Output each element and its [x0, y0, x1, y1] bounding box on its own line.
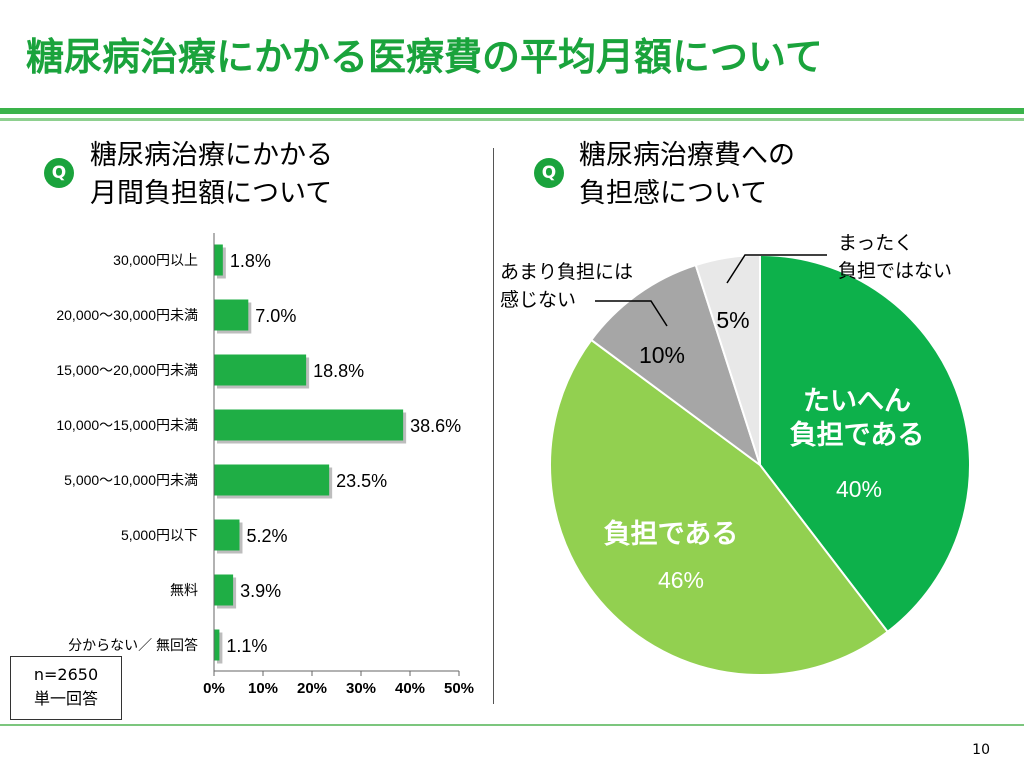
bar [214, 409, 404, 441]
category-label: 分からない／ 無回答 [68, 637, 198, 653]
x-tick-label: 20% [297, 680, 327, 697]
sample-size: n=2650 [33, 665, 99, 684]
x-tick-label: 40% [395, 680, 425, 697]
x-tick-label: 10% [248, 680, 278, 697]
pie-slice-burdensome [549, 338, 890, 676]
category-label: 5,000〜10,000円未満 [64, 472, 198, 488]
left-q-badge: Q [44, 158, 74, 188]
pie-label-burdensome: 負担である [604, 519, 739, 549]
bar [214, 354, 307, 386]
callout-leader-line [726, 254, 827, 284]
x-tick-label: 0% [203, 680, 225, 697]
bar [214, 299, 249, 331]
sample-size-box: n=2650 単一回答 [10, 656, 122, 720]
pie-value-not-very-burdensome: 10% [639, 342, 685, 368]
bar-value-label: 18.8% [313, 361, 364, 381]
x-tick-label: 50% [444, 680, 474, 697]
bar-value-label: 1.8% [230, 251, 271, 271]
category-label: 20,000〜30,000円未満 [56, 307, 198, 323]
pie-slice-very-burdensome [759, 253, 971, 634]
bar-value-label: 1.1% [226, 636, 267, 656]
page-number: 10 [972, 742, 990, 758]
answer-type: 単一回答 [33, 689, 98, 708]
bar [214, 574, 234, 606]
burden-pie-chart: たいへん負担である 40% 負担である 46% 10% 5% あまり負担には感じない まったく… [500, 233, 971, 676]
bar-value-label: 5.2% [246, 526, 287, 546]
category-label: 無料 [170, 582, 198, 598]
pie-value-burdensome: 46% [658, 567, 704, 593]
pie-value-very-burdensome: 40% [836, 476, 882, 502]
category-label: 15,000〜20,000円未満 [56, 362, 198, 378]
x-tick-label: 30% [346, 680, 376, 697]
pie-value-not-burdensome-at-all: 5% [716, 307, 749, 333]
panel-divider [493, 148, 494, 704]
right-q-badge: Q [534, 158, 564, 188]
pie-callout-not-very-burdensome: あまり負担には感じない [500, 261, 633, 311]
pie-callout-not-burdensome-at-all: まったく負担ではない [838, 233, 952, 282]
footer-rule [0, 724, 1024, 726]
bar-shadow [217, 632, 223, 664]
bar [214, 519, 240, 551]
bar-value-label: 23.5% [336, 471, 387, 491]
category-label: 5,000円以下 [121, 527, 198, 543]
slide-title: 糖尿病治療にかかる医療費の平均月額について [26, 35, 823, 79]
callout-leader-line [595, 300, 668, 327]
category-label: 10,000〜15,000円未満 [56, 417, 198, 433]
category-label: 30,000円以上 [113, 252, 198, 268]
bar [214, 629, 220, 661]
bar [214, 464, 330, 496]
bar-value-label: 7.0% [255, 306, 296, 326]
pie-label-very-burdensome: たいへん負担である [790, 386, 925, 450]
title-underline-thin [0, 118, 1024, 121]
bar-value-label: 3.9% [240, 581, 281, 601]
pie-slice-not-very-burdensome [589, 263, 762, 468]
monthly-cost-bar-chart: 30,000円以上 1.8% 20,000〜30,000円未満 7.0% 15,000〜… [56, 233, 474, 697]
title-underline-thick [0, 108, 1024, 114]
bar [214, 244, 223, 276]
bar-value-label: 38.6% [410, 416, 461, 436]
left-question-text: 糖尿病治療にかかる 月間負担額について [90, 140, 333, 209]
right-question-text: 糖尿病治療費への 負担感について [579, 140, 795, 209]
